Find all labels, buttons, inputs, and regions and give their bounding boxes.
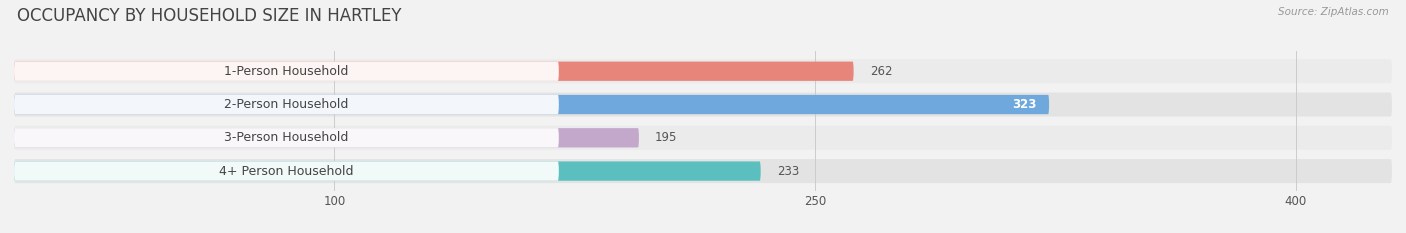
FancyBboxPatch shape xyxy=(14,128,638,147)
FancyBboxPatch shape xyxy=(14,161,558,181)
Text: 323: 323 xyxy=(1012,98,1036,111)
FancyBboxPatch shape xyxy=(14,159,1392,183)
FancyBboxPatch shape xyxy=(14,161,761,181)
Text: 262: 262 xyxy=(870,65,893,78)
FancyBboxPatch shape xyxy=(14,62,853,81)
Text: 3-Person Household: 3-Person Household xyxy=(224,131,349,144)
Text: 195: 195 xyxy=(655,131,678,144)
Text: 2-Person Household: 2-Person Household xyxy=(224,98,349,111)
Text: 1-Person Household: 1-Person Household xyxy=(224,65,349,78)
FancyBboxPatch shape xyxy=(14,95,1049,114)
FancyBboxPatch shape xyxy=(14,59,1392,83)
FancyBboxPatch shape xyxy=(14,128,558,147)
FancyBboxPatch shape xyxy=(14,95,558,114)
Text: Source: ZipAtlas.com: Source: ZipAtlas.com xyxy=(1278,7,1389,17)
FancyBboxPatch shape xyxy=(14,126,1392,150)
Text: 233: 233 xyxy=(776,164,799,178)
Text: 4+ Person Household: 4+ Person Household xyxy=(219,164,354,178)
FancyBboxPatch shape xyxy=(14,93,1392,116)
Text: OCCUPANCY BY HOUSEHOLD SIZE IN HARTLEY: OCCUPANCY BY HOUSEHOLD SIZE IN HARTLEY xyxy=(17,7,401,25)
FancyBboxPatch shape xyxy=(14,62,558,81)
